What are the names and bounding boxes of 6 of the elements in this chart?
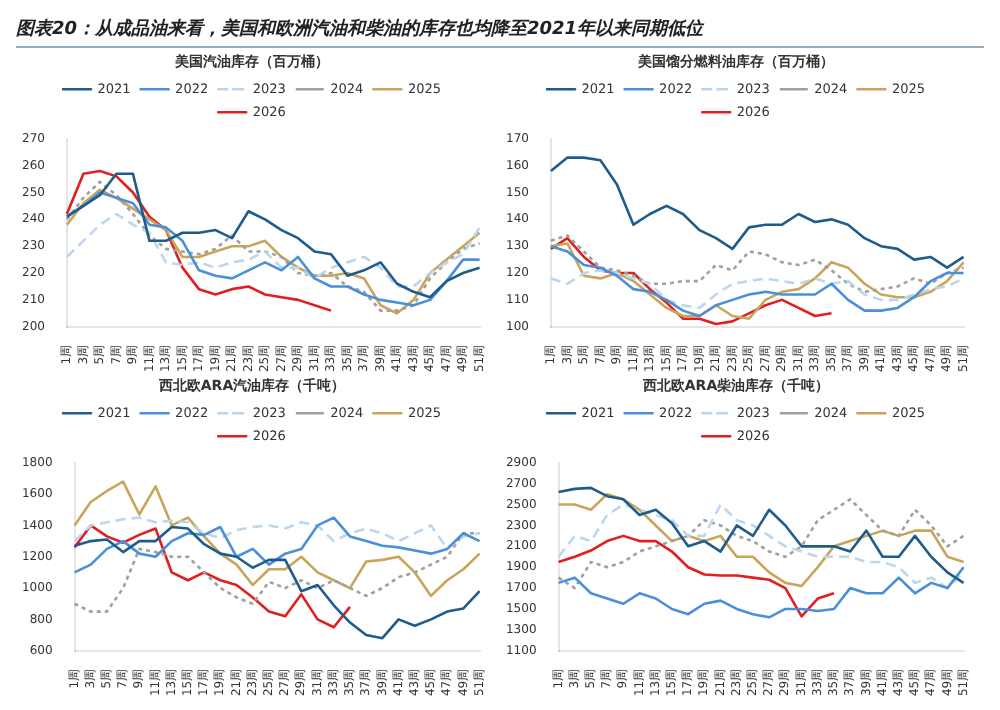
- line-series: [73, 531, 481, 613]
- line-series: [65, 212, 481, 288]
- text: 图表20：从成品油来看，美国和欧洲汽油和柴油的库存也均降至2021年以来同期低位: [16, 16, 984, 48]
- line-series: [73, 516, 481, 551]
- line-series: [549, 234, 965, 294]
- line-series: [549, 269, 965, 310]
